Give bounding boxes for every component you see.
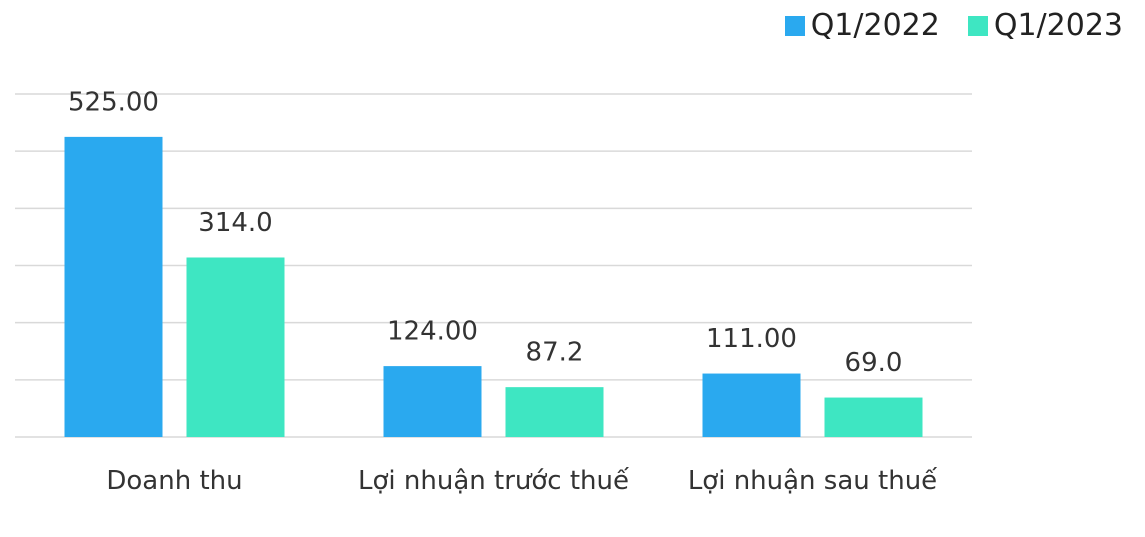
data-label: 87.2 <box>526 338 584 368</box>
x-tick-label: Lợi nhuận sau thuế <box>687 466 938 496</box>
bar <box>702 373 801 437</box>
bar <box>824 397 923 437</box>
data-label: 111.00 <box>706 324 797 354</box>
legend-label: Q1/2023 <box>993 8 1123 43</box>
legend-label: Q1/2022 <box>810 8 940 43</box>
legend-swatch <box>784 15 805 36</box>
x-tick-label: Lợi nhuận trước thuế <box>358 466 629 496</box>
legend: Q1/2022 Q1/2023 <box>784 8 1123 43</box>
legend-swatch <box>967 15 988 36</box>
bar <box>383 366 482 437</box>
data-label: 124.00 <box>387 317 478 347</box>
data-label: 525.00 <box>68 87 159 117</box>
data-label: 314.0 <box>198 208 272 238</box>
legend-item: Q1/2022 <box>784 8 940 43</box>
data-label: 69.0 <box>845 348 903 378</box>
bar <box>505 387 604 437</box>
bar <box>64 136 163 437</box>
bar <box>186 257 285 437</box>
x-tick-label: Doanh thu <box>106 466 243 496</box>
legend-item: Q1/2023 <box>967 8 1123 43</box>
